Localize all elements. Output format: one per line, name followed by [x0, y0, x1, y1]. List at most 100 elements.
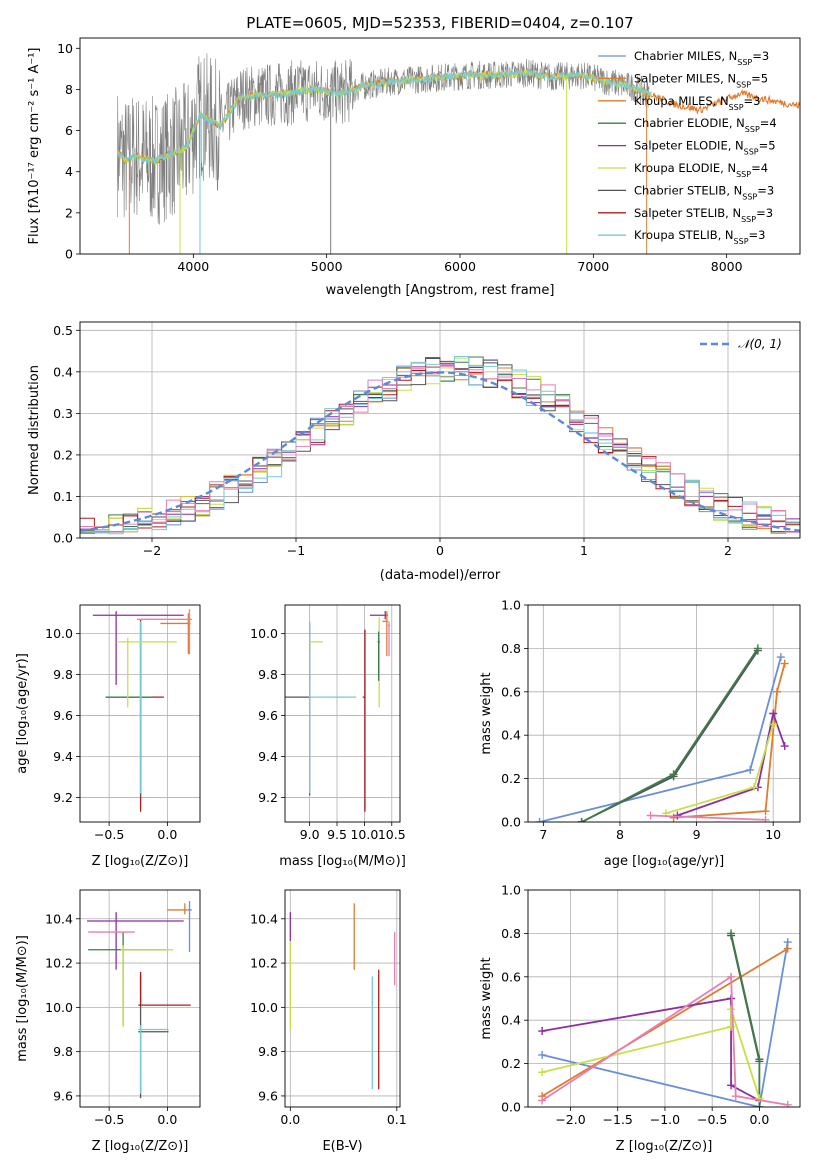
weight-point-marker — [746, 765, 755, 774]
panel-weights-vs-age: 7 8 9 10 0.0 0.2 0.4 0.6 0.8 1.0 age [log₁₀(age/yr… — [479, 598, 801, 869]
y-tick-label: 0 — [65, 247, 73, 262]
weight-point-marker — [535, 818, 544, 822]
x-tick-label: −2 — [143, 543, 161, 558]
y-tick-label: 10.2 — [250, 956, 278, 971]
y-tick-label: 9.8 — [53, 667, 73, 682]
figure-title: PLATE=0605, MJD=52353, FIBERID=0404, z=0… — [246, 14, 633, 32]
y-tick-label: 10.4 — [45, 911, 73, 926]
x-tick-label: 0.0 — [749, 1112, 769, 1127]
axes-frame — [527, 604, 801, 823]
y-tick-label: 10.0 — [45, 626, 73, 641]
axes-frame — [527, 889, 801, 1108]
legend-label: Salpeter STELIB, NSSP=3 — [634, 206, 773, 224]
histogram-steps — [80, 364, 800, 533]
panel-mass-vs-Z: −0.5 0.0 9.6 9.8 10.0 10.2 10.4 Z [log₁₀(Z/Z⊙)]… — [15, 889, 201, 1154]
plot-area — [80, 356, 800, 535]
x-tick-label: 10 — [765, 827, 781, 842]
panel-spectrum: 4000 5000 6000 7000 8000 0 2 4 6 8 10 wavelength [A… — [27, 37, 801, 298]
y-tick-label: 2 — [65, 205, 73, 220]
y-tick-label: 10 — [57, 41, 73, 56]
legend-label: Salpeter ELODIE, NSSP=5 — [634, 139, 776, 157]
weight-series-line — [541, 1009, 761, 1099]
plot-area — [535, 644, 789, 822]
weight-point-marker — [646, 811, 655, 820]
y-tick-label: 0.4 — [53, 364, 73, 379]
x-tick-label: 8000 — [711, 259, 743, 274]
y-tick-label: 9.6 — [53, 1088, 73, 1103]
y-tick-label: 10.2 — [45, 956, 73, 971]
weight-point-marker — [538, 1027, 547, 1036]
x-tick-label: 0.0 — [280, 1112, 300, 1127]
y-tick-label: 0.8 — [501, 641, 521, 656]
x-tick-label: 7 — [539, 827, 547, 842]
x-tick-label: 10.0 — [350, 827, 378, 842]
y-tick-label: 0.3 — [53, 406, 73, 421]
weight-point-marker — [669, 770, 678, 779]
histogram-steps — [80, 357, 800, 534]
model-spectrum-line — [116, 68, 652, 165]
y-tick-label: 8 — [65, 82, 73, 97]
y-tick-label: 4 — [65, 164, 73, 179]
plot-area — [289, 903, 396, 1090]
weight-series-line — [539, 656, 782, 822]
y-tick-label: 0.4 — [501, 728, 521, 743]
axes-frame — [79, 37, 801, 255]
weight-series-line — [541, 941, 789, 1107]
x-tick-label: −0.5 — [94, 827, 124, 842]
weight-point-marker — [773, 687, 782, 696]
x-axis-label: wavelength [Angstrom, rest frame] — [326, 283, 555, 298]
x-tick-label: 9.5 — [327, 827, 347, 842]
y-tick-label: 9.4 — [258, 749, 278, 764]
weight-point-marker — [750, 783, 759, 792]
y-tick-label: 9.4 — [53, 749, 73, 764]
x-axis-label: age [log₁₀(age/yr)] — [604, 854, 725, 869]
y-tick-label: 6 — [65, 123, 73, 138]
weight-series-line — [673, 663, 786, 819]
weight-point-marker — [780, 659, 789, 668]
legend-label: Chabrier STELIB, NSSP=3 — [634, 183, 774, 201]
x-tick-label: 10.5 — [378, 827, 406, 842]
y-tick-label: 0.2 — [53, 447, 73, 462]
axes-frame — [284, 604, 401, 823]
x-tick-label: −1 — [287, 543, 305, 558]
x-tick-label: 9.0 — [300, 827, 320, 842]
panel-weights-vs-Z: −2.0 −1.5 −1.0 −0.5 0.0 0.0 0.2 0.4 0.6 0.8 1.0 Z [… — [479, 883, 801, 1154]
y-tick-label: 0.5 — [53, 323, 73, 338]
weight-point-marker — [727, 1081, 736, 1090]
plot-area — [285, 611, 391, 812]
weight-point-marker — [780, 742, 789, 751]
legend-label: Chabrier MILES, NSSP=3 — [634, 49, 769, 67]
y-axis-label: Flux [fλ10⁻¹⁷ erg cm⁻² s⁻¹ A⁻¹] — [27, 48, 42, 245]
weight-point-marker — [673, 811, 682, 820]
x-tick-label: 0.0 — [157, 827, 177, 842]
y-axis-label: mass [log₁₀(M/M⊙)] — [15, 935, 30, 1062]
panel-residuals: −2 −1 0 1 2 0.0 0.1 0.2 0.3 0.4 0.5 (data-model)/er… — [27, 321, 801, 583]
legend-label: Chabrier ELODIE, NSSP=4 — [634, 116, 777, 134]
weight-point-marker — [761, 807, 770, 816]
weight-point-marker — [753, 644, 762, 653]
legend-label: Kroupa STELIB, NSSP=3 — [634, 228, 765, 246]
x-tick-label: 0 — [436, 543, 444, 558]
y-tick-label: 0.1 — [53, 489, 73, 504]
weight-point-marker — [538, 1068, 547, 1077]
plot-area — [538, 929, 792, 1107]
weight-point-marker — [731, 1092, 740, 1101]
weight-series-line — [541, 947, 789, 1097]
x-tick-label: 6000 — [444, 259, 476, 274]
weight-point-marker — [783, 1100, 792, 1107]
x-axis-label: E(B-V) — [322, 1139, 362, 1154]
weight-series-line — [650, 814, 766, 821]
y-tick-label: 1.0 — [501, 883, 521, 898]
weight-point-marker — [727, 1005, 736, 1014]
x-tick-label: −1.0 — [650, 1112, 680, 1127]
data-spectrum-line — [117, 53, 650, 225]
weight-point-marker — [727, 972, 736, 981]
plot-area — [92, 609, 192, 812]
histogram-steps — [80, 365, 800, 533]
x-tick-label: 4000 — [177, 259, 209, 274]
histogram-steps — [80, 356, 800, 535]
x-axis-label: Z [log₁₀(Z/Z⊙)] — [92, 1139, 189, 1154]
normal-curve — [80, 371, 800, 532]
